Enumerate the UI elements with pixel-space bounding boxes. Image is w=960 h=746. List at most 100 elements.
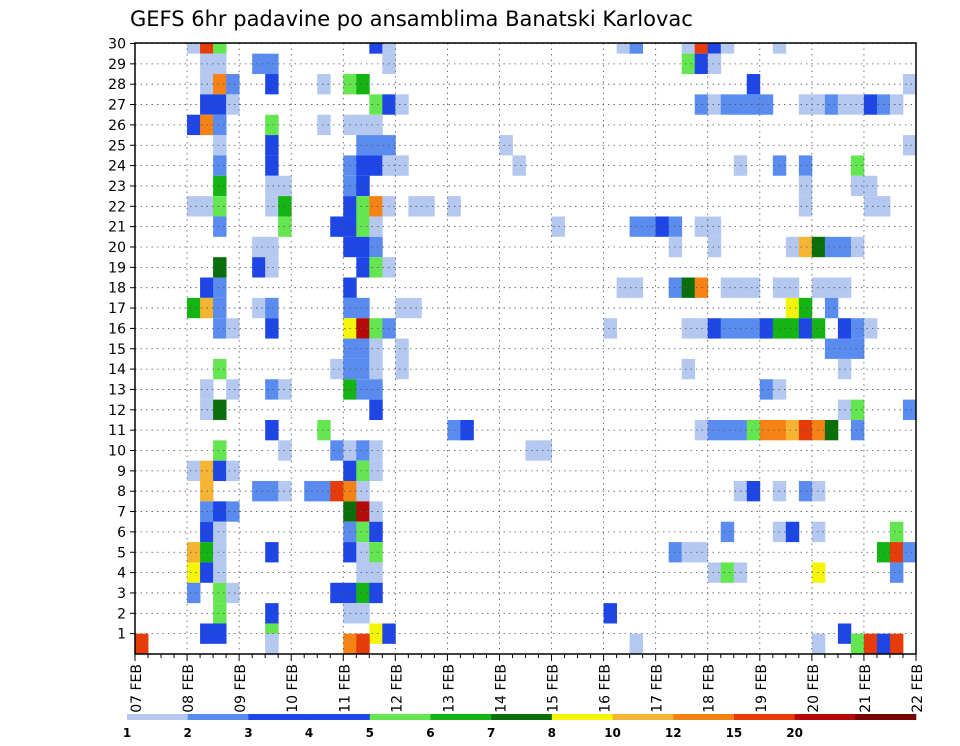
precip-cell (265, 481, 279, 502)
precip-cell (655, 216, 670, 237)
precip-cell (720, 277, 735, 298)
precip-cell (369, 94, 383, 115)
precip-cell (785, 318, 800, 339)
precip-cell (187, 582, 201, 604)
precip-cell (811, 277, 826, 298)
y-tick-label: 19 (108, 260, 126, 276)
precip-cell (798, 419, 813, 441)
colorbar-segment (491, 714, 553, 720)
y-tick-label: 2 (117, 606, 126, 622)
precip-cell (213, 582, 227, 604)
precip-cell (694, 542, 709, 563)
precip-cell (798, 236, 813, 258)
precip-cell (889, 562, 904, 583)
precip-cell (265, 633, 279, 654)
precip-cell (356, 379, 370, 400)
precip-cell (200, 43, 214, 54)
precip-cell (356, 633, 370, 654)
precip-cell (382, 43, 396, 54)
precip-cell (889, 633, 904, 654)
precip-cell (707, 318, 722, 339)
y-tick-label: 6 (117, 525, 126, 541)
precip-cell (369, 135, 383, 156)
precip-cell (356, 114, 370, 136)
precip-cell (759, 379, 774, 400)
colorbar-segment (794, 714, 856, 720)
precip-cell (252, 481, 266, 502)
precip-cell (720, 43, 735, 54)
precip-cell (213, 542, 227, 563)
precip-cell (798, 155, 813, 176)
precip-cell (213, 257, 227, 278)
precip-cell (720, 419, 735, 441)
y-tick-label: 12 (108, 403, 126, 419)
precip-cell (694, 53, 709, 75)
x-tick-label: 08 FEB (181, 664, 197, 713)
precip-cell (265, 196, 279, 217)
precip-cell (226, 501, 240, 522)
precip-cell (824, 236, 839, 258)
precip-cell (629, 43, 644, 54)
x-axis: 07 FEB 08 FEB 09 FEB 10 FEB 11 FEB 12 FEB 13 F… (129, 654, 926, 713)
precip-cell (265, 542, 279, 563)
precip-cell (642, 216, 657, 237)
precip-cell (317, 74, 331, 95)
precip-cell (356, 562, 370, 583)
precip-cell (317, 419, 331, 441)
precip-cell (226, 460, 240, 482)
precip-cell (746, 94, 761, 115)
y-tick-label: 17 (108, 301, 126, 317)
colorbar-label: 6 (426, 726, 434, 740)
precip-cell (694, 318, 709, 339)
x-tick-label: 20 FEB (806, 664, 822, 713)
precip-cell (876, 633, 891, 654)
precip-cell (824, 338, 839, 359)
precip-cell (369, 501, 383, 522)
precip-cell (356, 175, 370, 197)
precip-cell (135, 633, 149, 654)
precip-cell (356, 338, 370, 359)
precip-cell (811, 521, 826, 543)
x-tick-label: 21 FEB (858, 664, 874, 713)
colorbar-segment (127, 714, 188, 720)
precip-cell (863, 633, 878, 654)
precip-cell (213, 196, 227, 217)
x-tick-label: 15 FEB (546, 664, 562, 713)
precip-cell (850, 318, 865, 339)
precip-cell (785, 236, 800, 258)
colorbar-segment (187, 714, 249, 720)
y-tick-label: 27 (108, 98, 126, 114)
colorbar-segment (855, 714, 917, 720)
precip-cell (603, 603, 618, 624)
precip-cell (265, 297, 279, 319)
precip-cell (213, 135, 227, 156)
precip-cell (850, 175, 865, 197)
y-tick-label: 11 (108, 423, 126, 439)
precip-cell (369, 542, 383, 563)
y-axis: 1234567891011121314151617181920212223242… (108, 37, 135, 643)
x-tick-label: 16 FEB (598, 664, 614, 713)
y-tick-label: 16 (108, 321, 126, 337)
precip-cell (369, 196, 383, 217)
precip-cell (356, 297, 370, 319)
precip-cell (369, 460, 383, 482)
x-tick-label: 17 FEB (650, 664, 666, 713)
precip-cell (421, 196, 435, 217)
x-tick-label: 10 FEB (285, 664, 301, 713)
precip-cell (369, 257, 383, 278)
precip-cell (187, 542, 201, 563)
colorbar-segment (612, 714, 674, 720)
precip-cell (369, 318, 383, 339)
precip-cell (213, 277, 227, 298)
precip-cell (850, 155, 865, 176)
colorbar-label: 20 (786, 726, 803, 740)
precip-cell (694, 277, 709, 298)
precip-cell (213, 460, 227, 482)
y-tick-label: 26 (108, 118, 126, 134)
y-tick-label: 24 (108, 159, 126, 175)
precip-cell (798, 297, 813, 319)
precip-cell (265, 603, 279, 624)
y-tick-label: 22 (108, 199, 126, 215)
precip-cell (902, 542, 917, 563)
precip-cell (369, 440, 383, 461)
